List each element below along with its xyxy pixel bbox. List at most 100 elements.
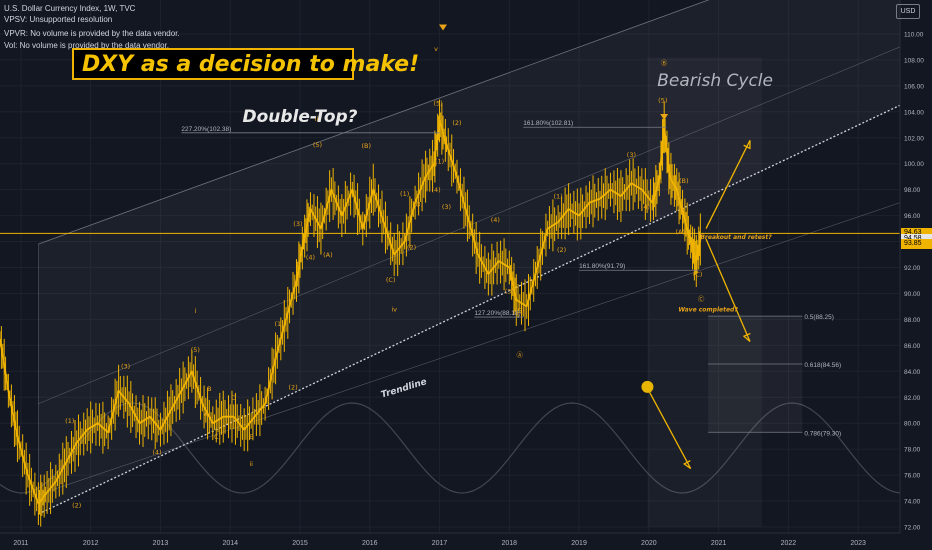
wave-label: (A) <box>323 251 333 259</box>
wave-label: (2) <box>452 119 461 127</box>
wave-label: (4) <box>431 186 440 194</box>
time-tick-label: 2016 <box>362 540 378 547</box>
indicator-vpvr: VPVR: No volume is provided by the data … <box>4 29 180 38</box>
price-tag: 94.63 <box>901 228 932 239</box>
arrow-shaft <box>705 238 751 342</box>
channel-fill <box>38 0 900 515</box>
wave-label: (4) <box>306 254 315 262</box>
wave-label: B <box>207 385 211 393</box>
fib-target-box <box>708 316 803 433</box>
wave-label: (B) <box>362 142 372 150</box>
wave-label: (4) <box>641 203 650 211</box>
price-axis[interactable]: 110.00 108.00 106.00 104.00 102.00 100.00 98.0… <box>899 0 932 550</box>
indicator-vol: Vol: No volume is provided by the data v… <box>4 41 169 50</box>
price-tick-label: 100.00 <box>904 161 924 168</box>
fib-level-label: 127.20%(88.18) <box>474 310 520 317</box>
idea-title-box: DXY as a decision to make! <box>72 48 419 80</box>
price-tick-label: 98.00 <box>904 187 921 194</box>
price-tick-label: 96.00 <box>904 213 921 220</box>
price-tick-label: 72.00 <box>904 525 921 532</box>
wave-label: (C) <box>386 276 396 284</box>
wave-label: (5) <box>191 346 200 354</box>
wave-label: (3) <box>414 201 423 209</box>
arrow-down <box>705 238 751 342</box>
time-tick-label: 2011 <box>13 540 28 547</box>
time-tick-label: 2021 <box>711 540 727 547</box>
wave-label: Ⓑ <box>661 59 668 67</box>
time-axis[interactable]: 2011 2012 2013 2014 2015 2016 2017 2018 2019 2020… <box>0 532 932 550</box>
wave-label: iv <box>391 306 397 314</box>
price-tick-label: 90.00 <box>904 291 921 298</box>
annotation: Double-Top? <box>242 107 357 127</box>
price-tick-label: 86.00 <box>904 343 921 350</box>
cycle-wave <box>0 402 901 494</box>
price-tick-label: 102.00 <box>904 135 924 142</box>
price-tick-label: 76.00 <box>904 473 921 480</box>
fib-level-label: 161.80%(102.81) <box>523 120 573 127</box>
price-tick-label: 110.00 <box>904 31 924 38</box>
wave-label: (4) <box>491 216 500 224</box>
fib-level-label: 227.20%(102.38) <box>181 126 231 133</box>
price-tick-label: 108.00 <box>904 57 924 64</box>
chart-decorations <box>0 0 901 515</box>
wave-label: (A) <box>675 228 685 236</box>
annotation: Breakout and retest? <box>700 234 772 241</box>
price-tick-label: 106.00 <box>904 83 924 90</box>
time-tick-label: 2017 <box>432 540 448 547</box>
time-tick-label: 2018 <box>502 540 518 547</box>
arrow-head <box>743 140 751 150</box>
symbol-header: U.S. Dollar Currency Index, 1W, TVC <box>4 4 136 13</box>
wave-label: (1) <box>274 320 283 328</box>
wave-label: (5) <box>434 99 443 107</box>
fib-levels: 227.20%(102.38) 161.80%(102.81) 127.20%(88… <box>181 120 841 437</box>
price-tick-label: 78.00 <box>904 447 921 454</box>
time-tick-label: 2020 <box>641 540 657 547</box>
currency-button[interactable]: USD <box>896 4 920 19</box>
channel-lower <box>38 202 901 495</box>
wave-label: (2) <box>72 502 81 510</box>
wave-label: E <box>249 433 253 441</box>
cycle-dot <box>641 380 654 393</box>
price-tick-label: 84.00 <box>904 369 921 376</box>
arrow-shaft <box>648 390 692 469</box>
price-tag: 93.85 <box>901 239 932 250</box>
wave-label: D <box>231 394 236 402</box>
idea-title: DXY as a decision to make! <box>82 52 420 77</box>
wave-label: (4) <box>152 448 161 456</box>
price-tick-label: 74.00 <box>904 499 921 506</box>
wave-label: (3) <box>293 220 302 228</box>
wave-label: (1) <box>65 417 74 425</box>
price-tick-label: 88.00 <box>904 317 921 324</box>
wave-label: (B) <box>679 177 689 185</box>
wave-label: (2) <box>407 243 416 251</box>
wave-label: (5) <box>515 307 524 315</box>
wave-label: Ⓒ <box>698 295 705 303</box>
wave-label: ii <box>249 460 253 468</box>
trendline <box>38 104 901 515</box>
time-tick-label: 2014 <box>222 540 238 547</box>
fib-level-label: 0.618(84.56) <box>804 362 841 369</box>
wave-labels: (1) (2) (3) (4) (5) (1) (2) (3) (4) (5) (A) (B) (C) (… <box>65 45 705 510</box>
arrow-head <box>742 332 751 342</box>
price-axis-bg <box>900 0 932 550</box>
fib-level-label: 0.5(88.25) <box>804 314 834 321</box>
arrow-head <box>683 460 692 470</box>
grid-lines <box>0 0 900 533</box>
wave-label: iii <box>315 115 321 123</box>
time-tick-label: 2022 <box>781 540 797 547</box>
wave-label: (2) <box>288 383 297 391</box>
wave-label: (5) <box>658 97 667 105</box>
arrow-shaft <box>705 140 751 229</box>
wave-label: (1) <box>435 158 444 166</box>
fib-level-label: 161.80%(91.79) <box>579 263 625 270</box>
wave-label: (5) <box>313 141 322 149</box>
annotation: Bearish Cycle <box>657 71 773 91</box>
wave-label: (1) <box>400 190 409 198</box>
indicator-vpsv: VPSV: Unsupported resolution <box>4 15 113 24</box>
price-tick-label: 82.00 <box>904 395 921 402</box>
channel-upper <box>38 0 710 245</box>
time-axis-bg <box>0 533 932 550</box>
price-tick-label: 80.00 <box>904 421 921 428</box>
arrow-cycle <box>648 390 692 470</box>
